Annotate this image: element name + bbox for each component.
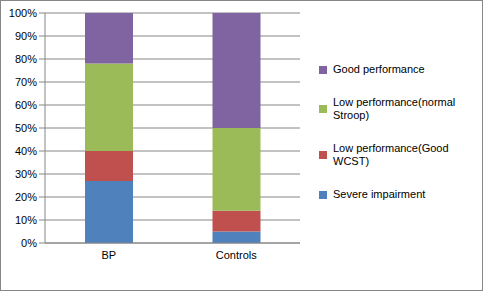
- svg-text:40%: 40%: [15, 145, 37, 157]
- html-text:Low performance(Good WCST): Low performance(Good WCST): [333, 142, 449, 167]
- svg-text:10%: 10%: [15, 214, 37, 226]
- svg-text:0%: 0%: [21, 237, 37, 249]
- svg-text:30%: 30%: [15, 168, 37, 180]
- svg-text:Controls: Controls: [216, 249, 257, 261]
- html-text:Severe impairment: Severe impairment: [333, 188, 426, 200]
- svg-text:70%: 70%: [15, 76, 37, 88]
- svg-text:BP: BP: [101, 249, 116, 261]
- svg-text:80%: 80%: [15, 53, 37, 65]
- html-text:Low performance(normal Stroop): Low performance(normal Stroop): [333, 96, 456, 121]
- svg-text:60%: 60%: [15, 99, 37, 111]
- html-text:Good performance: Good performance: [333, 63, 425, 75]
- svg-text:90%: 90%: [15, 30, 37, 42]
- svg-text:20%: 20%: [15, 191, 37, 203]
- svg-text:50%: 50%: [15, 122, 37, 134]
- svg-text:100%: 100%: [9, 7, 37, 19]
